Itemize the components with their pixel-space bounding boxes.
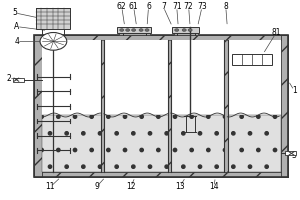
- Text: 9: 9: [94, 182, 99, 191]
- Text: 62: 62: [117, 2, 127, 11]
- Text: 6: 6: [146, 2, 151, 11]
- Text: A: A: [14, 22, 20, 31]
- Text: 4: 4: [14, 37, 19, 46]
- Bar: [232, 54, 272, 65]
- Bar: [224, 40, 228, 172]
- Circle shape: [139, 29, 143, 31]
- Bar: [285, 151, 296, 155]
- Bar: [169, 115, 226, 172]
- Bar: [167, 40, 171, 172]
- Circle shape: [40, 33, 67, 50]
- Text: 14: 14: [209, 182, 219, 191]
- Bar: [119, 32, 150, 35]
- Text: 73: 73: [197, 2, 207, 11]
- Circle shape: [132, 29, 136, 31]
- Text: 11: 11: [46, 182, 55, 191]
- Circle shape: [175, 29, 179, 31]
- Bar: [102, 115, 169, 172]
- Bar: [174, 32, 198, 35]
- Text: 5: 5: [12, 8, 17, 17]
- Text: 61: 61: [129, 2, 139, 11]
- Bar: [101, 40, 104, 172]
- Bar: [34, 35, 288, 40]
- Text: 13: 13: [175, 182, 184, 191]
- Circle shape: [145, 29, 149, 31]
- Bar: [34, 35, 288, 177]
- Bar: [41, 115, 102, 172]
- Bar: [13, 78, 24, 82]
- Bar: [169, 40, 226, 115]
- Bar: [34, 172, 288, 177]
- Bar: [34, 35, 41, 177]
- Text: 8: 8: [224, 2, 228, 11]
- Text: 2: 2: [6, 74, 11, 83]
- Bar: [102, 40, 169, 115]
- Text: 72: 72: [184, 2, 194, 11]
- Text: 7: 7: [161, 2, 166, 11]
- Bar: [41, 40, 102, 115]
- Text: 1: 1: [292, 86, 296, 95]
- Text: 3: 3: [292, 151, 297, 160]
- Circle shape: [182, 29, 186, 31]
- Circle shape: [188, 29, 192, 31]
- Bar: [226, 40, 281, 115]
- Text: 81: 81: [272, 28, 281, 37]
- Bar: [226, 115, 281, 172]
- Bar: [117, 27, 152, 33]
- Bar: [36, 8, 70, 29]
- Text: 71: 71: [172, 2, 182, 11]
- Bar: [172, 27, 199, 33]
- Text: 12: 12: [126, 182, 135, 191]
- Circle shape: [120, 29, 124, 31]
- Bar: [281, 35, 288, 177]
- Circle shape: [126, 29, 130, 31]
